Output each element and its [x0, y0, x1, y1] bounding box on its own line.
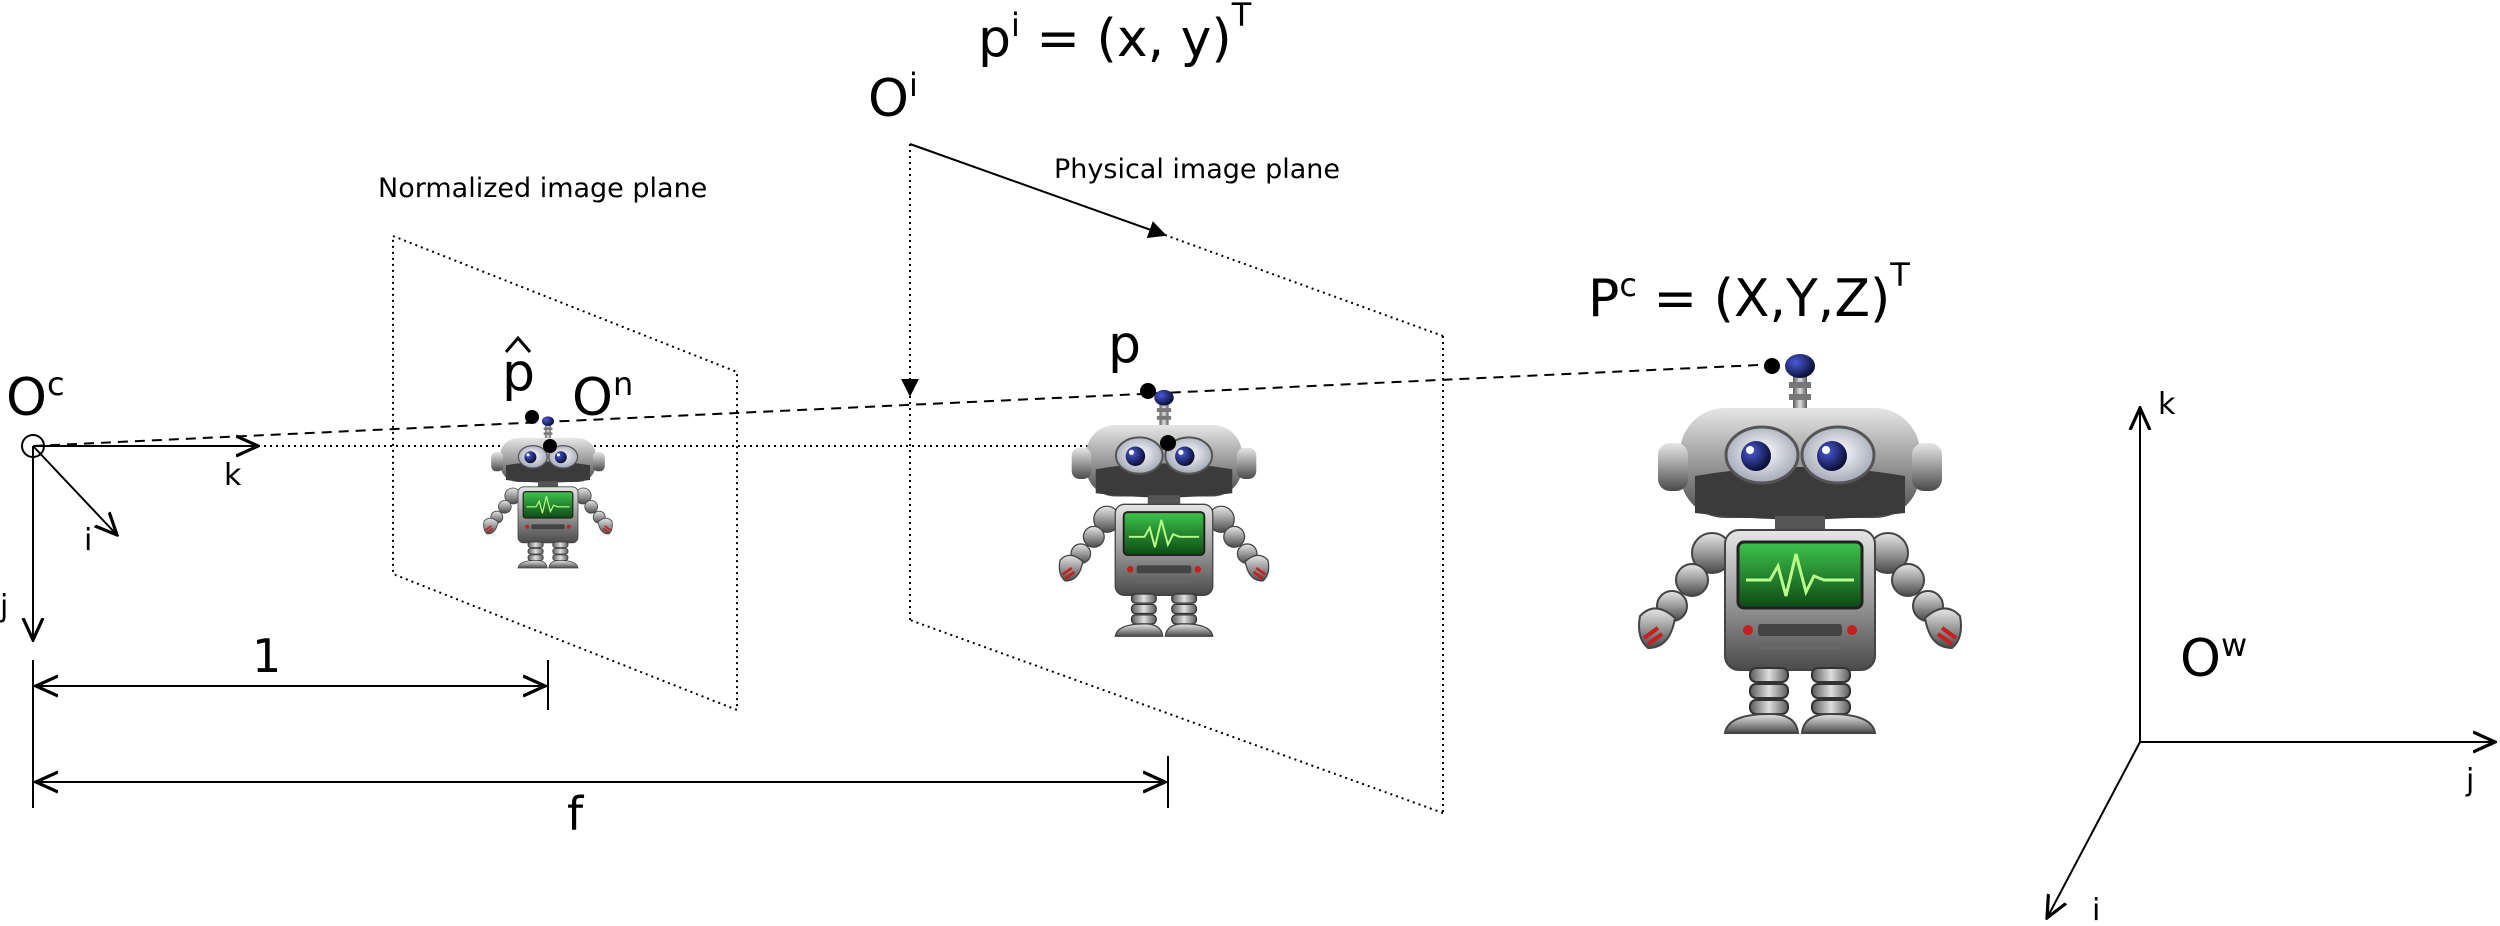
camera-frame: k i j Oc [0, 365, 258, 640]
physical-image-plane: Physical image plane Oi p [868, 66, 1444, 814]
robot-icon [482, 415, 614, 569]
p-hat-label: p [502, 343, 535, 403]
world-j-label: j [2465, 763, 2474, 798]
camera-j-label: j [0, 589, 8, 624]
world-point-P [1764, 358, 1780, 374]
world-frame: k j i Ow [2047, 387, 2495, 926]
physical-plane-bottom-edge [909, 619, 1444, 814]
world-point: Pc = (X,Y,Z)T [1588, 256, 1963, 735]
world-i-label: i [2092, 893, 2100, 926]
physical-plane-caption: Physical image plane [1054, 154, 1340, 185]
normalized-origin-point [543, 439, 557, 453]
world-origin-label: Ow [2180, 626, 2247, 689]
camera-i-axis [32, 445, 117, 535]
unit-distance-label: 1 [252, 629, 281, 683]
robot-icon [1058, 388, 1270, 638]
distance-annotations: 1 f [32, 629, 1169, 841]
p-hat-point [525, 410, 539, 424]
projection-lines [32, 363, 1781, 447]
world-point-equation: Pc = (X,Y,Z)T [1588, 256, 1910, 329]
hat-mark [504, 335, 532, 353]
camera-k-label: k [224, 458, 242, 493]
image-point-equation: pi = (x, y)T [978, 0, 1252, 69]
physical-plane-top-edge [909, 143, 1167, 239]
principal-point [1160, 435, 1176, 451]
projection-ray [32, 363, 1781, 447]
normalized-plane-outline [392, 234, 738, 712]
camera-i-label: i [84, 523, 92, 558]
image-origin-label: Oi [868, 66, 918, 129]
normalized-image-plane: Normalized image plane p On [378, 173, 738, 712]
p-label: p [1108, 315, 1141, 375]
physical-plane-top-edge-rest [1164, 234, 1444, 337]
world-k-label: k [2158, 387, 2176, 422]
world-i-axis [2047, 741, 2141, 918]
robot-icon [1637, 352, 1963, 735]
image-point-p [1140, 383, 1156, 399]
camera-origin-label: Oc [6, 365, 65, 428]
normalized-origin-label: On [572, 365, 633, 428]
normalized-plane-caption: Normalized image plane [378, 173, 707, 204]
focal-distance-label: f [567, 787, 585, 841]
